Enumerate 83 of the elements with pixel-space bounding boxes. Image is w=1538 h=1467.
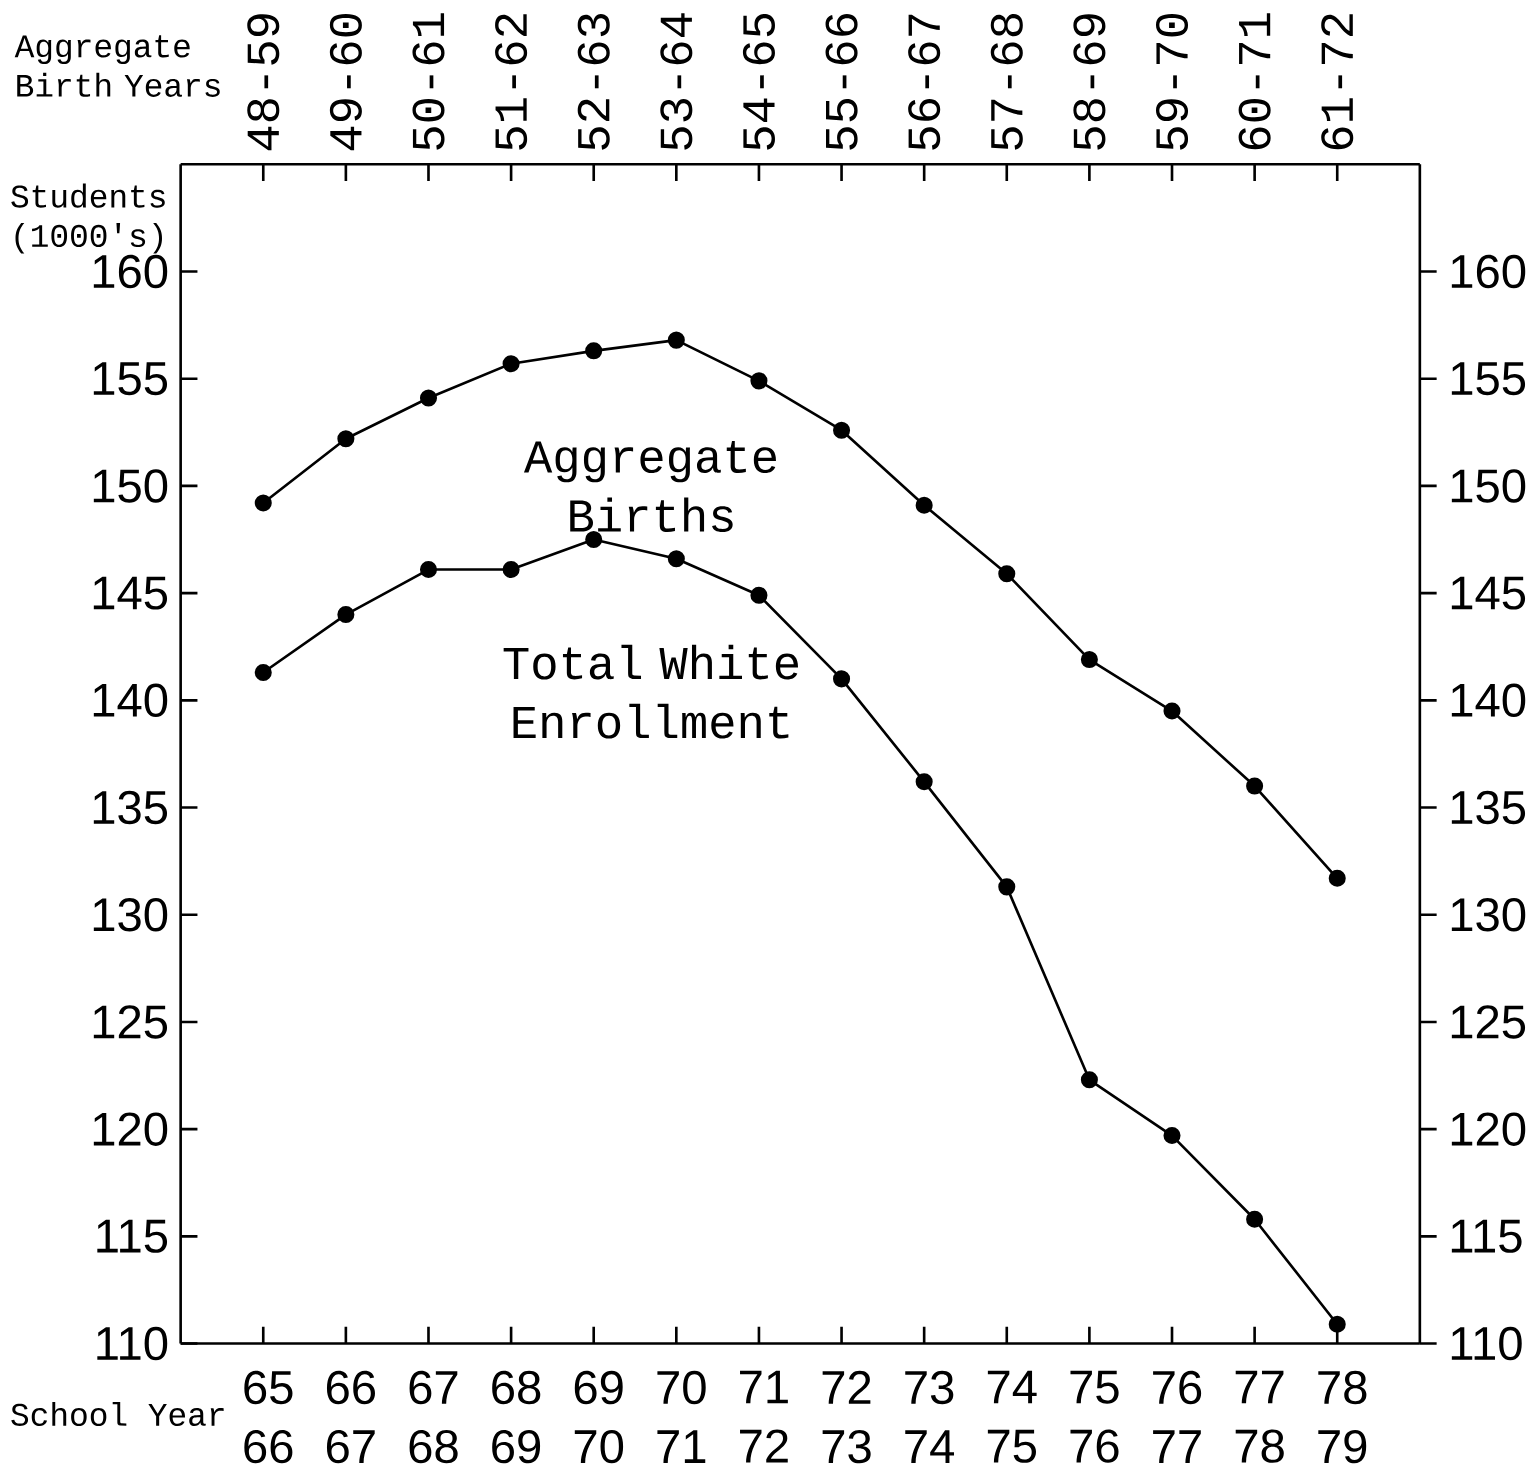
y-tick-label: 160 — [93, 254, 168, 289]
y-tick-label: 130 — [93, 898, 168, 932]
text: 51-62 — [495, 14, 528, 150]
point — [998, 565, 1016, 583]
text: 53-64 — [660, 13, 693, 150]
point — [1080, 651, 1098, 669]
point — [337, 430, 355, 448]
y2-tick-label: 145 — [1451, 576, 1526, 610]
point — [833, 421, 851, 439]
point — [667, 550, 685, 568]
x-tick-label: 78 79 — [1318, 1371, 1367, 1464]
y-tick-label: 155 — [93, 362, 168, 396]
point — [585, 531, 603, 549]
point — [750, 372, 768, 390]
x-tick-label: 75 76 — [1070, 1371, 1119, 1464]
point — [419, 561, 438, 579]
y2-tick-label: 120 — [1451, 1112, 1526, 1147]
y-tick-label: 110 — [97, 1327, 168, 1361]
point — [502, 355, 520, 373]
y2-tick-label: 130 — [1451, 898, 1526, 932]
y-tick-label: 120 — [93, 1112, 168, 1147]
point — [998, 878, 1016, 896]
text: 49-60 — [329, 14, 362, 151]
x-tick-label: 66 67 — [326, 1371, 375, 1464]
text: 52-63 — [577, 14, 610, 150]
point — [1246, 1210, 1264, 1228]
text: 57-68 — [990, 14, 1023, 150]
point — [915, 773, 933, 791]
x-tick-label: 77 78 — [1235, 1371, 1284, 1464]
point — [1163, 702, 1181, 720]
x-tick-label: 70 71 — [657, 1371, 706, 1464]
point — [1328, 869, 1346, 888]
point — [1080, 1071, 1098, 1089]
text: 60-71 — [1238, 13, 1271, 150]
text: 55-66 — [825, 14, 858, 150]
point — [585, 342, 603, 360]
text: 58-69 — [1073, 14, 1106, 150]
text: 59-70 — [1155, 14, 1189, 150]
text: 48-59 — [247, 14, 280, 151]
y-tick-label: 140 — [93, 683, 168, 718]
x-tick-label: 72 73 — [822, 1371, 871, 1464]
x-tick-label: 68 69 — [492, 1371, 541, 1464]
point — [1246, 777, 1264, 795]
y2-tick-label: 155 — [1451, 362, 1526, 396]
point — [667, 331, 685, 349]
y-tick-label: 150 — [93, 469, 168, 503]
y-tick-label: 145 — [93, 576, 168, 610]
y-tick-label: 135 — [93, 791, 168, 825]
y-tick-label: 125 — [93, 1005, 168, 1039]
text: 61-72 — [1321, 14, 1354, 150]
text: 56-67 — [908, 14, 941, 150]
x-tick-label: 74 75 — [987, 1371, 1037, 1464]
x-tick-label: 71 72 — [740, 1371, 788, 1463]
y2-tick-label: 125 — [1451, 1005, 1526, 1039]
y2-tick-label: 115 — [1451, 1220, 1522, 1254]
y-axis-title: Students (1000's) — [11, 183, 165, 254]
point — [254, 664, 272, 682]
y2-tick-label: 140 — [1451, 683, 1526, 718]
point — [833, 670, 851, 688]
y2-tick-label: 135 — [1451, 791, 1526, 825]
y2-tick-label: 150 — [1451, 469, 1526, 503]
series-label: Aggregate Births — [523, 441, 776, 533]
y2-tick-label: 160 — [1451, 254, 1526, 289]
point — [750, 586, 768, 604]
series-label: Total White Enrollment — [503, 644, 798, 739]
point — [502, 561, 520, 579]
point — [337, 606, 355, 624]
point — [1163, 1127, 1181, 1145]
x2-axis-title: Aggregate Birth Years — [14, 35, 220, 98]
point — [915, 496, 933, 514]
text: 50-61 — [412, 13, 445, 150]
x-axis-title: School Year — [11, 1402, 224, 1427]
point — [254, 494, 272, 512]
x-tick-label: 76 77 — [1153, 1371, 1202, 1464]
x-tick-label: 67 68 — [409, 1371, 458, 1464]
x-tick-label: 73 74 — [905, 1371, 955, 1464]
point — [419, 389, 438, 407]
x-tick-label: 65 66 — [244, 1371, 293, 1464]
point — [1328, 1315, 1346, 1333]
x-tick-label: 69 70 — [574, 1371, 624, 1464]
text: 54-65 — [742, 14, 775, 150]
y-tick-label: 115 — [97, 1220, 168, 1254]
y2-tick-label: 110 — [1451, 1327, 1522, 1361]
